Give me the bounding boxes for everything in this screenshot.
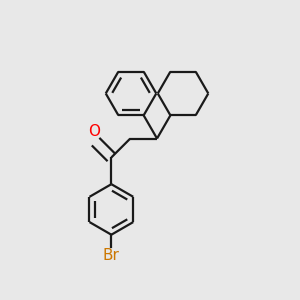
Text: O: O	[88, 124, 100, 139]
Text: Br: Br	[103, 248, 120, 263]
